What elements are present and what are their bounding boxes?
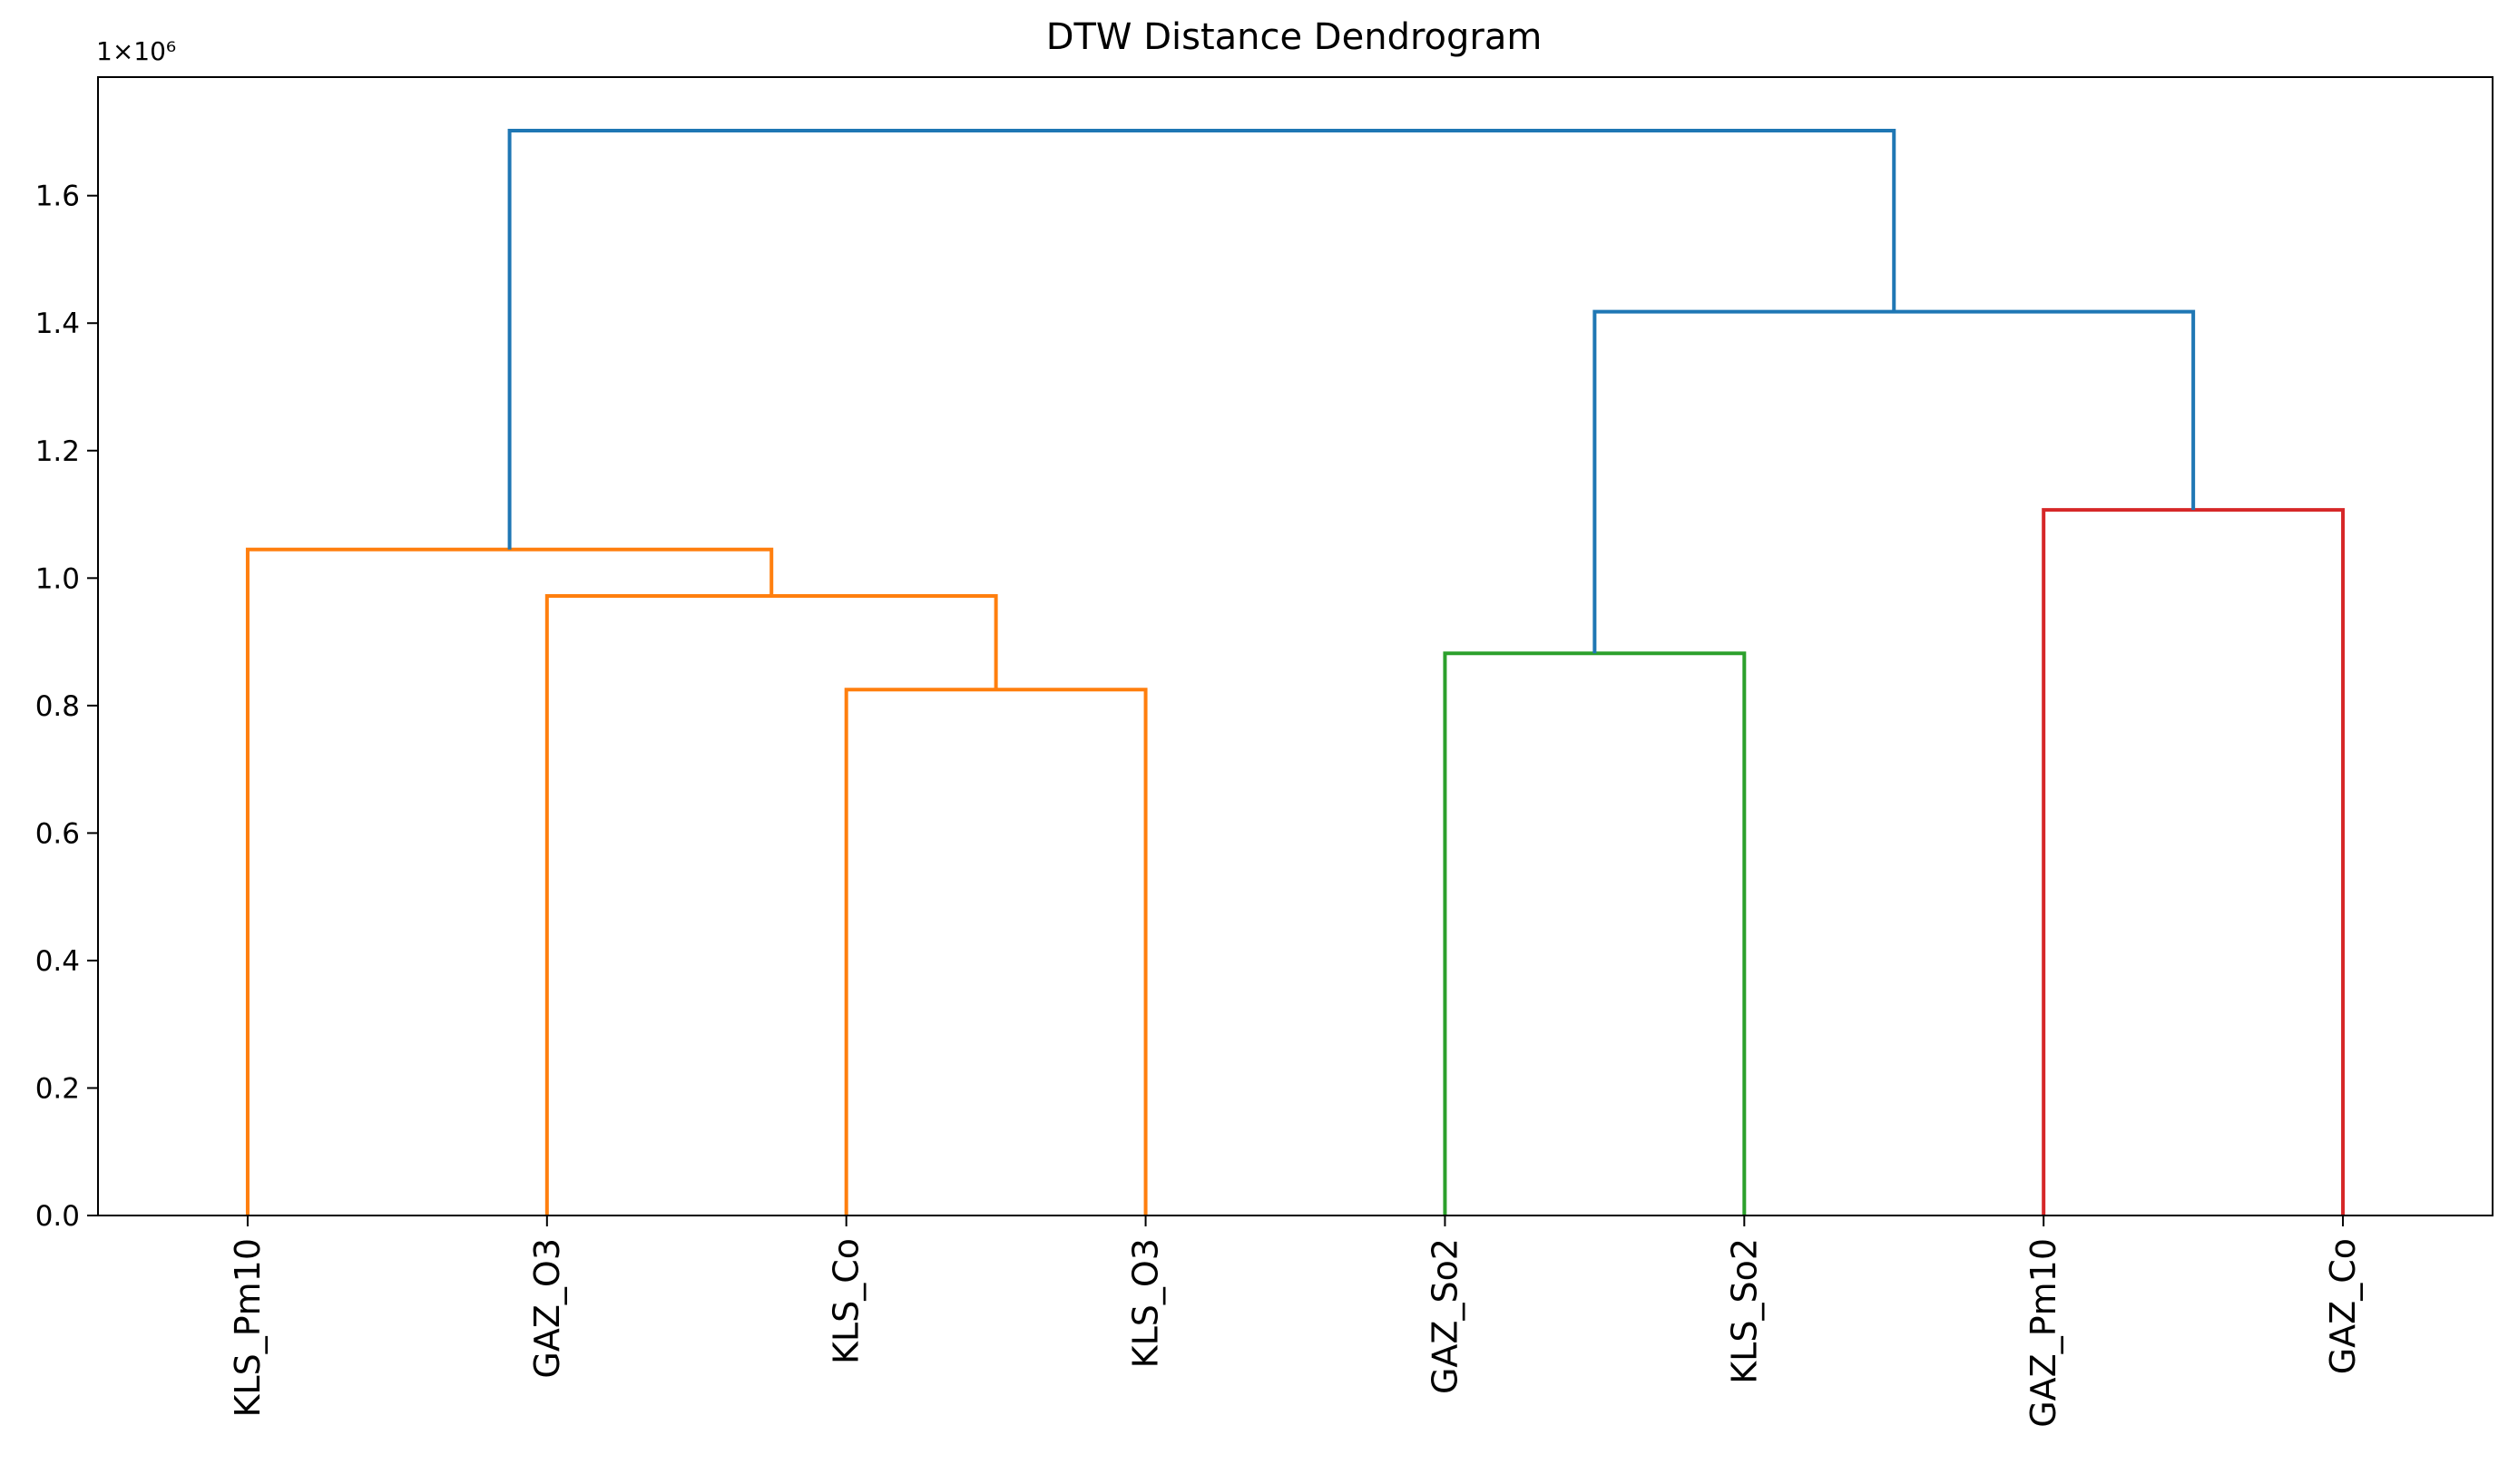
y-tick-label: 0.2: [35, 1072, 80, 1105]
y-tick-label: 0.6: [35, 817, 80, 850]
y-tick-label: 1.4: [35, 308, 80, 340]
dendrogram-link: [1592, 309, 2196, 654]
y-tick-label: 0.4: [35, 945, 80, 978]
dendrogram-link: [507, 129, 1896, 550]
dendrogram-link: [544, 593, 998, 1216]
plot-frame: [97, 76, 2494, 1216]
dendrogram-link: [245, 547, 774, 1216]
y-tick-label: 1.6: [35, 181, 80, 213]
dendrogram-link: [2042, 508, 2346, 1216]
x-tick-label: KLS_Pm10: [228, 1238, 268, 1418]
x-tick-label: KLS_So2: [1724, 1238, 1764, 1384]
x-tick-label: GAZ_So2: [1425, 1238, 1465, 1394]
chart-title: DTW Distance Dendrogram: [1046, 16, 1543, 58]
y-tick-label: 0.0: [35, 1200, 80, 1233]
y-tick-label: 1.0: [35, 562, 80, 595]
x-tick-label: GAZ_Pm10: [2023, 1238, 2063, 1428]
x-tick-label: KLS_O3: [1126, 1238, 1166, 1368]
x-tick-label: KLS_Co: [827, 1238, 867, 1364]
dendrogram-link: [1443, 651, 1747, 1216]
y-tick-label: 0.8: [35, 690, 80, 723]
x-tick-label: GAZ_O3: [527, 1238, 567, 1379]
dendrogram-link: [844, 688, 1148, 1216]
y-tick-label: 1.2: [35, 435, 80, 468]
y-offset-label: 1×10⁶: [96, 36, 176, 66]
x-tick-label: GAZ_Co: [2323, 1238, 2363, 1374]
